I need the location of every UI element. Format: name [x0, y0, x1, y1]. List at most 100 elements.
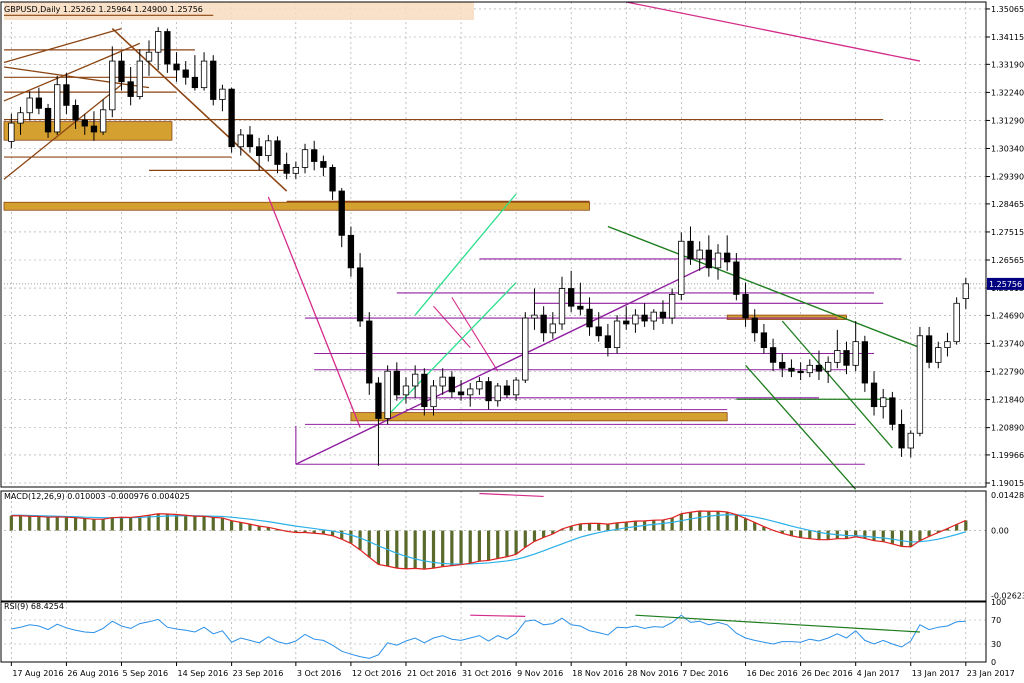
- candle-body: [623, 320, 630, 325]
- rsi-line: [11, 614, 966, 659]
- time-tick-label: 13 Jan 2017: [912, 669, 960, 678]
- time-tick-label: 28 Nov 2016: [627, 669, 678, 678]
- rsi-tick-label: 70: [991, 616, 1001, 625]
- candle-body: [815, 364, 823, 372]
- purple-trendline: [295, 264, 710, 465]
- candle-body: [164, 31, 171, 65]
- candle-body: [366, 320, 373, 384]
- candle-body: [439, 376, 446, 387]
- candle-body: [760, 332, 768, 348]
- candle-body: [898, 423, 905, 449]
- rsi-panel: [4, 614, 986, 659]
- candle-body: [421, 373, 428, 408]
- candle-body: [522, 317, 529, 381]
- zone-4: [726, 314, 847, 320]
- candle-body: [595, 326, 602, 337]
- candle-body: [925, 335, 933, 363]
- candle-body: [659, 311, 667, 319]
- candle-body: [81, 119, 88, 127]
- price-tick-label: 1.19015: [991, 479, 1024, 488]
- candle-body: [916, 335, 924, 434]
- candle-body: [127, 81, 134, 97]
- candle-body: [779, 361, 786, 369]
- time-tick-label: 18 Nov 2016: [572, 669, 623, 678]
- price-tick-label: 1.34115: [991, 33, 1024, 42]
- macd-tick-label: -0.026237: [991, 591, 1024, 600]
- candle-body: [63, 84, 70, 106]
- macd-tick-label: 0.014288: [991, 491, 1024, 500]
- time-tick-label: 3 Oct 2016: [297, 669, 341, 678]
- time-tick-label: 9 Nov 2016: [517, 669, 563, 678]
- time-tick-label: 21 Oct 2016: [407, 669, 456, 678]
- candle-body: [329, 167, 336, 192]
- panel-frame: [0, 601, 987, 663]
- candle-body: [705, 249, 712, 269]
- candle-body: [806, 364, 813, 374]
- time-axis: 17 Aug 2016 26 Aug 2016 5 Sep 2016 14 Sep 2…: [10, 662, 1015, 678]
- candle-body: [870, 382, 878, 408]
- candle-body: [90, 125, 98, 133]
- main-title: GBPUSD,Daily 1.25262 1.25964 1.24900 1.2…: [4, 5, 203, 14]
- green-trend-upper: [607, 225, 921, 349]
- panel-frame: [0, 490, 987, 602]
- candle-body: [540, 314, 547, 334]
- rsi-title: RSI(9) 68.4254: [4, 602, 64, 611]
- candle-body: [44, 107, 52, 133]
- candle-body: [641, 314, 648, 322]
- candle-body: [356, 267, 364, 322]
- magenta-trend-2: [626, 1, 921, 62]
- candle-body: [109, 60, 116, 111]
- candle-body: [889, 397, 896, 425]
- candle-body: [255, 146, 263, 156]
- price-tick-label: 1.19966: [991, 451, 1024, 460]
- candle-body: [393, 370, 400, 396]
- rsi-tick-label: 100: [991, 598, 1006, 607]
- candle-body: [549, 323, 556, 334]
- grid: [4, 2, 986, 662]
- candle-body: [311, 149, 318, 162]
- candle-body: [568, 288, 575, 307]
- time-tick-label: 26 Aug 2016: [67, 669, 118, 678]
- price-tick-label: 1.28465: [991, 200, 1024, 209]
- rsi-tick-label: 30: [991, 640, 1001, 649]
- magenta-trend-3: [433, 305, 471, 348]
- candle-body: [191, 76, 199, 89]
- lime-channel-upper: [414, 193, 517, 316]
- green-channel-lower: [745, 364, 857, 490]
- candle-body: [320, 161, 327, 168]
- candle-body: [54, 84, 61, 133]
- candle-body: [457, 391, 465, 396]
- zone-1: [3, 121, 173, 141]
- candle-body: [632, 314, 639, 325]
- rsi-divergence-2: [635, 614, 920, 633]
- candle-body: [274, 140, 281, 165]
- rsi-tick-label: 0: [991, 658, 996, 667]
- candle-body: [577, 305, 584, 310]
- time-tick-label: 16 Dec 2016: [747, 669, 798, 678]
- brown-channel-lower: [3, 84, 122, 180]
- candle-body: [531, 314, 538, 319]
- candle-body: [788, 367, 795, 372]
- candle-body: [512, 379, 520, 396]
- green-channel-upper: [781, 320, 893, 449]
- time-tick-label: 23 Sep 2016: [233, 669, 284, 678]
- candle-body: [265, 140, 272, 156]
- candle-body: [503, 385, 511, 396]
- candle-body: [210, 60, 217, 100]
- time-tick-label: 14 Sep 2016: [178, 669, 229, 678]
- candle-body: [17, 112, 24, 124]
- rsi-divergence-1: [470, 614, 526, 617]
- candle-body: [733, 261, 740, 295]
- candle-body: [604, 335, 612, 348]
- candle-body: [586, 308, 593, 328]
- price-tick-label: 1.31290: [991, 116, 1024, 125]
- time-tick-label: 26 Dec 2016: [802, 669, 853, 678]
- candle-body: [907, 432, 914, 449]
- price-tick-label: 1.29390: [991, 173, 1024, 182]
- price-tick-label: 1.22790: [991, 368, 1024, 377]
- last-price-label: 1.25756: [989, 280, 1022, 289]
- price-tick-label: 1.24690: [991, 311, 1024, 320]
- candle-body: [430, 385, 437, 408]
- annotations: [3, 1, 986, 490]
- magenta-trend-1: [267, 196, 361, 428]
